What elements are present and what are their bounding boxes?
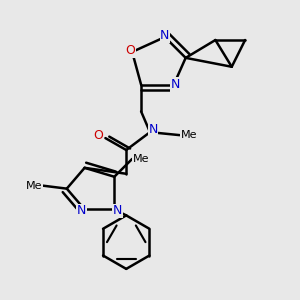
Text: N: N xyxy=(112,204,122,218)
Text: Me: Me xyxy=(26,181,42,191)
Text: Me: Me xyxy=(180,130,197,140)
Text: O: O xyxy=(93,129,103,142)
Text: N: N xyxy=(148,123,158,136)
Text: N: N xyxy=(171,78,180,91)
Text: O: O xyxy=(126,44,136,57)
Text: Me: Me xyxy=(133,154,149,164)
Text: N: N xyxy=(160,29,170,42)
Text: N: N xyxy=(77,204,86,218)
